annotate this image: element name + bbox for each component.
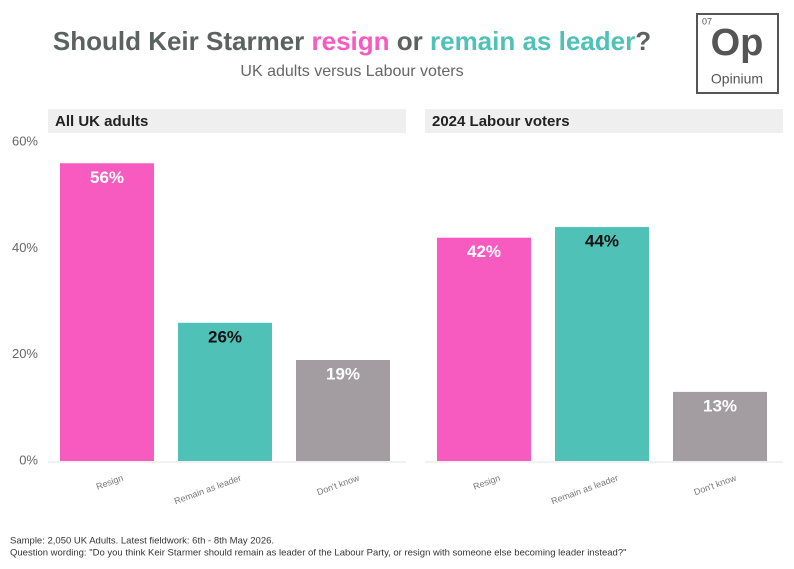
value-label: 42% [467, 242, 501, 261]
logo: 07 Op Opinium [696, 13, 779, 94]
logo-symbol: Op [711, 22, 764, 64]
footer-sample: Sample: 2,050 UK Adults. Latest fieldwor… [10, 536, 274, 547]
panel-header [425, 109, 783, 133]
panel-title: All UK adults [55, 113, 148, 130]
logo-box [696, 13, 779, 94]
y-tick-label: 20% [12, 346, 38, 361]
x-tick-label: Don't know [692, 473, 737, 498]
title-part: resign [312, 26, 390, 56]
bar [555, 227, 649, 461]
title-part: Should Keir Starmer [53, 26, 312, 56]
x-tick-label: Resign [95, 473, 125, 492]
chart-title: Should Keir Starmer resign or remain as … [53, 26, 651, 56]
value-label: 44% [585, 232, 619, 251]
value-label: 19% [326, 364, 360, 383]
logo-number: 07 [702, 16, 712, 26]
panel-title: 2024 Labour voters [432, 113, 570, 130]
x-tick-label: Remain as leader [550, 473, 620, 507]
x-tick-label: Resign [472, 473, 502, 492]
title-part: or [390, 26, 430, 56]
chart-subtitle: UK adults versus Labour voters [240, 63, 463, 80]
bar [673, 391, 767, 461]
bar [60, 163, 154, 461]
value-label: 13% [703, 396, 737, 415]
logo-name: Opinium [711, 71, 763, 87]
y-tick-label: 40% [12, 240, 38, 255]
x-tick-label: Don't know [315, 473, 360, 498]
title-part: remain as leader [430, 26, 635, 56]
panel-header [48, 109, 406, 133]
y-tick-label: 60% [12, 133, 38, 148]
value-label: 26% [208, 327, 242, 346]
y-tick-label: 0% [19, 452, 38, 467]
bar [437, 237, 531, 461]
bar [296, 359, 390, 461]
title-part: ? [635, 26, 651, 56]
value-label: 56% [90, 168, 124, 187]
x-tick-label: Remain as leader [173, 473, 243, 507]
bar [178, 322, 272, 461]
footer-question: Question wording: "Do you think Keir Sta… [10, 548, 626, 559]
